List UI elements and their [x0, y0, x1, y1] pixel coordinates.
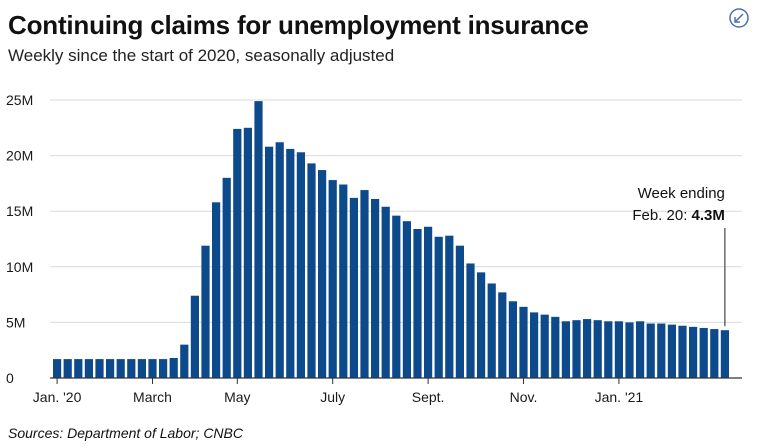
x-tick-label: July [320, 389, 345, 405]
bar [137, 359, 146, 378]
bar [519, 306, 528, 378]
x-tick-label: Sept. [412, 389, 445, 405]
y-tick-label: 20M [6, 148, 33, 164]
annotation-line2: Feb. 20: 4.3M [632, 207, 725, 224]
bar [318, 170, 327, 378]
x-tick-label: May [224, 389, 250, 405]
y-tick-label: 15M [6, 203, 33, 219]
bar [63, 359, 72, 378]
y-tick-label: 0 [6, 370, 14, 386]
bar [551, 316, 560, 378]
bar [371, 198, 380, 378]
bar [710, 329, 719, 378]
x-tick-label: Jan. '20 [33, 389, 82, 405]
x-tick-label: Nov. [510, 389, 538, 405]
bar [392, 215, 401, 378]
chart-subtitle: Weekly since the start of 2020, seasonal… [8, 46, 395, 65]
bar [604, 321, 613, 378]
bar [190, 295, 199, 378]
bar [328, 180, 337, 378]
annotation-line1: Week ending [638, 185, 725, 202]
bar [498, 292, 507, 378]
bar [583, 319, 592, 378]
bar [455, 245, 464, 378]
bar-chart: 0 5M 10M 15M 20M 25M Jan. '20 March May July Sept.… [6, 92, 742, 405]
bar [265, 146, 274, 378]
bar [180, 344, 189, 378]
bar [667, 324, 676, 378]
bar [540, 314, 549, 378]
bar [286, 148, 295, 378]
annotation-value: 4.3M [692, 207, 725, 224]
y-tick-label: 5M [6, 314, 25, 330]
bar [127, 359, 136, 378]
bar [657, 323, 666, 378]
bar [74, 359, 83, 378]
bar [466, 263, 475, 378]
bar [424, 226, 433, 378]
bar [445, 235, 454, 378]
bar [572, 320, 581, 378]
bar [487, 283, 496, 378]
bar [254, 101, 263, 378]
bar [84, 359, 93, 378]
y-tick-label: 10M [6, 259, 33, 275]
bar [614, 321, 623, 378]
bar [720, 330, 729, 378]
chart-title: Continuing claims for unemployment insur… [8, 10, 589, 40]
bar [201, 245, 210, 378]
bar [53, 359, 62, 378]
bar [593, 320, 602, 378]
y-tick-label: 25M [6, 92, 33, 108]
bar [434, 236, 443, 378]
bar [159, 359, 168, 378]
bar [646, 323, 655, 378]
bar [275, 142, 284, 378]
bar [148, 359, 157, 378]
bar [339, 184, 348, 378]
bar [530, 312, 539, 378]
bar [678, 325, 687, 378]
bar [508, 301, 517, 378]
bar [699, 327, 708, 378]
bar [402, 221, 411, 378]
bar [222, 177, 231, 378]
collapse-arrows-icon[interactable] [728, 7, 750, 29]
source-note: Sources: Department of Labor; CNBC [8, 425, 243, 441]
bar [561, 321, 570, 378]
bar [212, 202, 221, 378]
bar [296, 152, 305, 378]
bar [381, 206, 390, 378]
bar [243, 127, 252, 378]
bar [349, 197, 358, 378]
x-tick-label: March [133, 389, 172, 405]
bar [636, 321, 645, 378]
bar [477, 272, 486, 378]
bar [413, 228, 422, 378]
bar [360, 190, 369, 378]
bar [689, 326, 698, 378]
x-tick-label: Jan. '21 [595, 389, 644, 405]
bar [625, 322, 634, 378]
annotation-date: Feb. 20: [632, 207, 691, 224]
bar [95, 359, 104, 378]
bar [116, 359, 125, 378]
bar [169, 357, 178, 378]
bar [233, 128, 242, 378]
bar [106, 359, 115, 378]
bar [307, 163, 316, 378]
